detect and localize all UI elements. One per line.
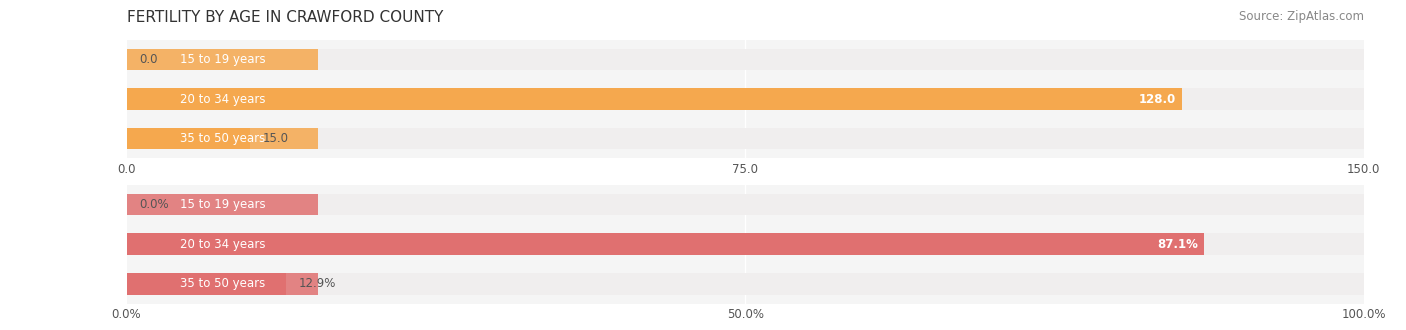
Text: 0.0: 0.0 (139, 53, 157, 66)
Bar (127, 194, 318, 215)
Text: 35 to 50 years: 35 to 50 years (180, 132, 266, 145)
Bar (127, 273, 318, 295)
Text: 12.9%: 12.9% (298, 277, 336, 290)
Text: 87.1%: 87.1% (1157, 238, 1198, 251)
Text: Source: ZipAtlas.com: Source: ZipAtlas.com (1239, 10, 1364, 23)
Bar (127, 128, 318, 149)
Bar (127, 49, 1364, 70)
Text: 15 to 19 years: 15 to 19 years (180, 198, 266, 211)
Text: 128.0: 128.0 (1139, 92, 1177, 106)
Bar (127, 194, 1364, 215)
Bar (127, 233, 1364, 255)
Bar (127, 233, 1204, 255)
Bar (127, 273, 1364, 295)
Text: 15.0: 15.0 (263, 132, 288, 145)
Bar (127, 49, 318, 70)
Text: 20 to 34 years: 20 to 34 years (180, 92, 266, 106)
Bar (127, 88, 318, 110)
Bar (127, 128, 1364, 149)
Text: 15 to 19 years: 15 to 19 years (180, 53, 266, 66)
Bar (127, 273, 287, 295)
Bar (127, 88, 1182, 110)
Text: 0.0%: 0.0% (139, 198, 169, 211)
Bar (127, 128, 250, 149)
Text: FERTILITY BY AGE IN CRAWFORD COUNTY: FERTILITY BY AGE IN CRAWFORD COUNTY (127, 10, 443, 25)
Text: 35 to 50 years: 35 to 50 years (180, 277, 266, 290)
Text: 20 to 34 years: 20 to 34 years (180, 238, 266, 251)
Bar (127, 88, 1364, 110)
Bar (127, 233, 318, 255)
